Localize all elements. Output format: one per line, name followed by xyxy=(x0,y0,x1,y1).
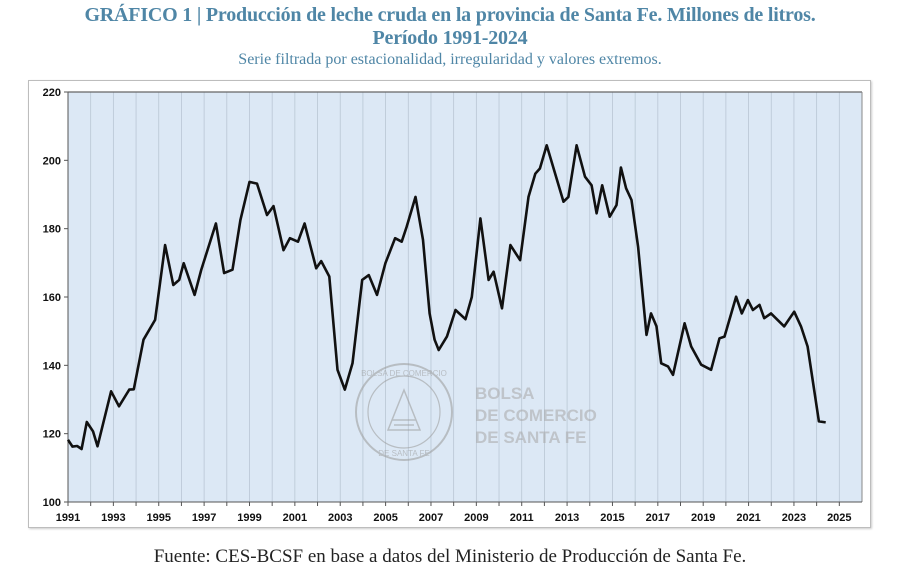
title-line-2: Período 1991-2024 xyxy=(372,27,528,49)
x-tick-label: 1995 xyxy=(147,512,171,524)
x-tick-label: 2019 xyxy=(691,512,715,524)
seal-bottom-text: DE SANTA FE xyxy=(378,449,429,458)
x-tick-label: 2005 xyxy=(373,512,397,524)
watermark-line-1: BOLSA xyxy=(475,384,535,403)
watermark-logo: BOLSA DE COMERCIO DE SANTA FE BOLSA DE C… xyxy=(355,363,597,461)
plot-area xyxy=(68,92,862,502)
y-tick-label: 220 xyxy=(43,87,61,99)
series-line xyxy=(66,144,826,451)
x-tick-label: 2003 xyxy=(328,512,352,524)
source-footnote: Fuente: CES-BCSF en base a datos del Min… xyxy=(153,546,747,567)
y-tick-label: 120 xyxy=(43,429,61,441)
y-tick-label: 180 xyxy=(43,224,61,236)
watermark-line-3: DE SANTA FE xyxy=(475,428,586,447)
y-tick-label: 140 xyxy=(43,360,61,372)
x-tick-label: 2009 xyxy=(464,512,488,524)
x-tick-label: 1999 xyxy=(237,512,261,524)
x-tick-label: 2013 xyxy=(555,512,579,524)
x-tick-label: 2017 xyxy=(646,512,670,524)
x-tick-label: 2011 xyxy=(510,512,534,524)
x-tick-label: 1997 xyxy=(192,512,216,524)
axes: 100 120 140 160 180 200 220 1991 1993 1995 1997 199… xyxy=(43,87,863,524)
gridlines xyxy=(90,92,840,502)
x-tick-label: 2021 xyxy=(736,512,760,524)
x-tick-label: 1993 xyxy=(101,512,125,524)
x-tick-label: 2007 xyxy=(419,512,443,524)
watermark-line-2: DE COMERCIO xyxy=(475,406,597,425)
y-tick-label: 160 xyxy=(43,292,61,304)
x-tick-label: 1991 xyxy=(56,512,80,524)
title-line-1: GRÁFICO 1 | Producción de leche cruda en… xyxy=(84,4,816,26)
seal-top-text: BOLSA DE COMERCIO xyxy=(361,369,447,378)
chart-frame xyxy=(28,80,871,528)
x-tick-label: 2025 xyxy=(827,512,851,524)
y-tick-label: 100 xyxy=(43,497,61,509)
chart-title: GRÁFICO 1 | Producción de leche cruda en… xyxy=(0,4,900,50)
chart-subtitle: Serie filtrada por estacionalidad, irreg… xyxy=(238,51,662,68)
x-tick-label: 2023 xyxy=(782,512,806,524)
y-tick-label: 200 xyxy=(43,155,61,167)
x-tick-label: 2015 xyxy=(600,512,624,524)
x-tick-label: 2001 xyxy=(283,512,307,524)
